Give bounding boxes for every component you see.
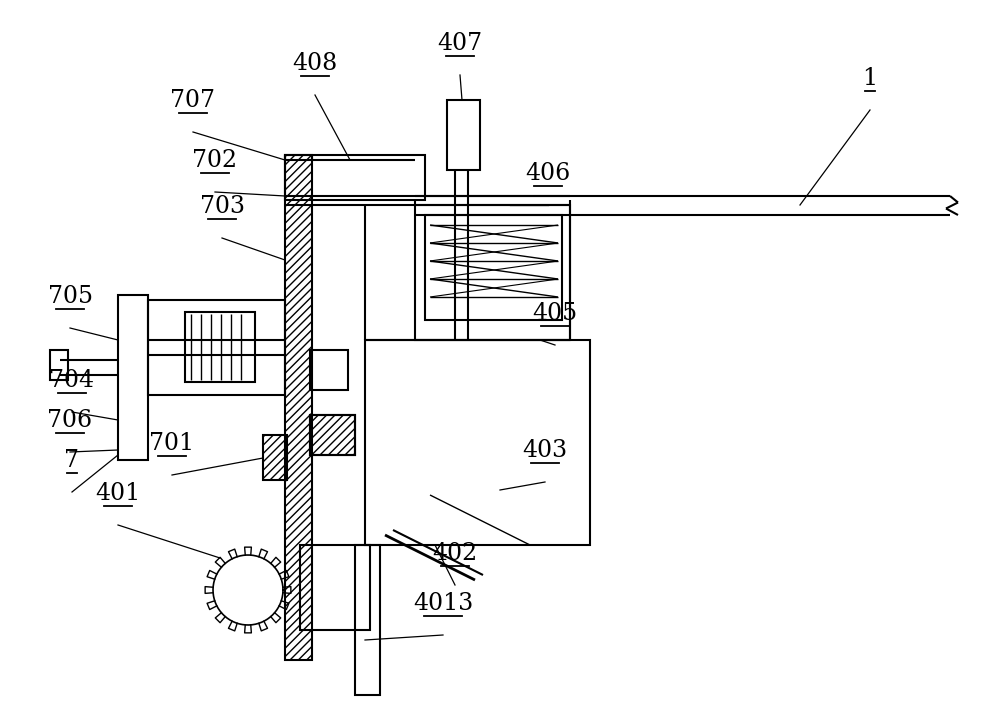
Text: 403: 403 bbox=[522, 439, 568, 462]
Text: 408: 408 bbox=[292, 52, 338, 75]
Text: 402: 402 bbox=[432, 542, 478, 565]
Text: 406: 406 bbox=[525, 162, 571, 185]
Bar bbox=[310, 415, 355, 455]
Bar bbox=[425, 215, 562, 320]
Text: 705: 705 bbox=[48, 285, 92, 308]
Text: 706: 706 bbox=[47, 409, 93, 432]
Bar bbox=[355, 545, 380, 695]
Bar bbox=[185, 312, 255, 382]
Text: 401: 401 bbox=[95, 482, 141, 505]
Text: 4013: 4013 bbox=[413, 592, 473, 615]
Bar bbox=[310, 415, 355, 455]
Bar bbox=[310, 350, 348, 390]
Bar bbox=[447, 100, 480, 170]
Text: 1: 1 bbox=[862, 67, 878, 90]
Text: 707: 707 bbox=[170, 89, 216, 112]
Text: 703: 703 bbox=[200, 195, 244, 218]
Text: 704: 704 bbox=[49, 369, 95, 392]
Bar bbox=[285, 155, 425, 200]
Text: 405: 405 bbox=[532, 302, 578, 325]
Bar bbox=[263, 435, 287, 480]
Bar bbox=[118, 295, 148, 460]
Text: 7: 7 bbox=[64, 449, 80, 472]
Bar bbox=[365, 340, 590, 545]
Text: 701: 701 bbox=[149, 432, 195, 455]
Bar bbox=[415, 205, 570, 340]
Bar bbox=[148, 300, 285, 395]
Text: 702: 702 bbox=[192, 149, 238, 172]
Bar bbox=[285, 155, 312, 660]
Bar bbox=[50, 350, 68, 380]
Text: 407: 407 bbox=[437, 32, 483, 55]
Bar bbox=[300, 545, 370, 630]
